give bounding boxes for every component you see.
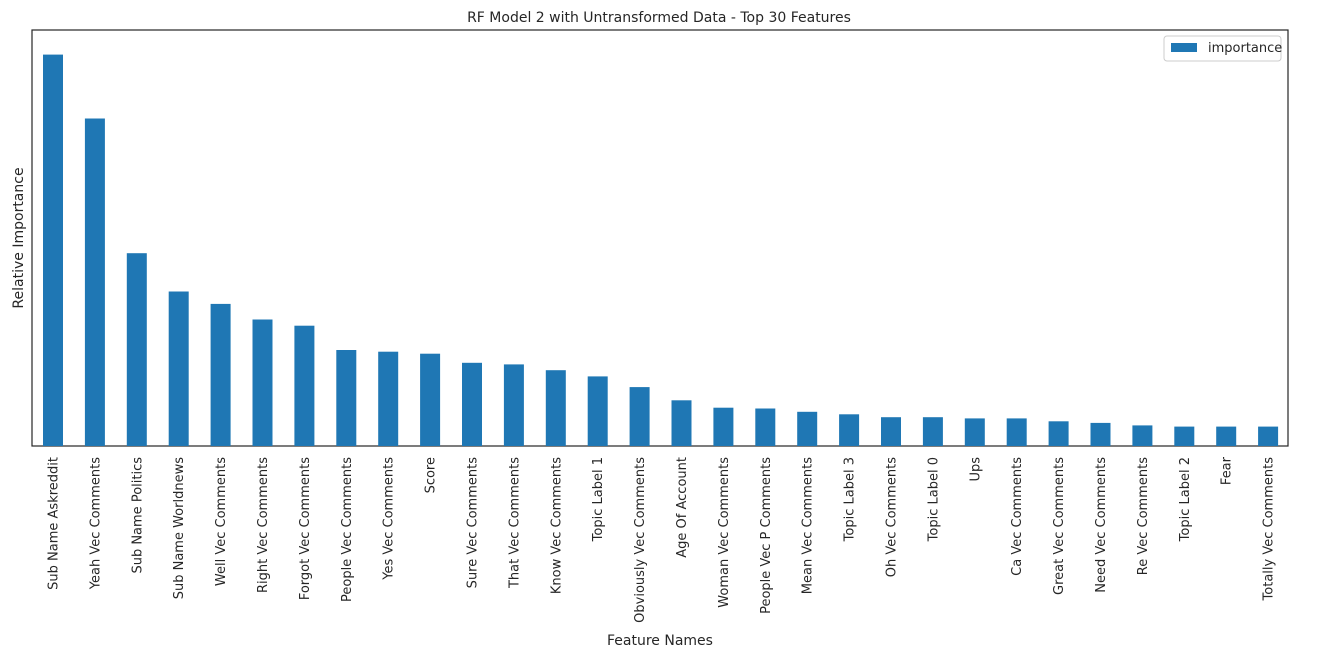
bar-14 (629, 387, 650, 446)
x-tick-label: Re Vec Comments (1136, 457, 1151, 575)
x-tick-label: Yeah Vec Comments (88, 457, 103, 590)
x-tick-label: Sure Vec Comments (466, 457, 481, 589)
bar-3 (168, 291, 189, 446)
legend-label: importance (1208, 41, 1282, 56)
bar-6 (294, 325, 315, 446)
x-tick-label: Totally Vec Comments (1262, 457, 1277, 602)
x-tick-label: Sub Name Askreddit (47, 457, 62, 590)
bar-11 (503, 364, 524, 446)
bar-4 (210, 303, 231, 446)
bar-8 (378, 351, 399, 446)
bar-7 (336, 350, 357, 446)
legend-swatch (1171, 43, 1197, 52)
x-tick-label: Forgot Vec Comments (298, 457, 313, 600)
bar-28 (1216, 426, 1237, 446)
bar-24 (1048, 421, 1069, 446)
x-tick-labels: Sub Name Askreddit Yeah Vec Comments Sub N… (47, 456, 1277, 622)
x-tick-label: Oh Vec Comments (885, 457, 900, 577)
bar-25 (1090, 422, 1111, 446)
x-tick-label: Topic Label 3 (843, 457, 858, 542)
x-tick-label: That Vec Comments (507, 457, 522, 589)
x-tick-label: Topic Label 0 (926, 457, 941, 542)
legend: importance (1163, 35, 1282, 62)
x-tick-label: Well Vec Comments (214, 457, 229, 586)
bar-12 (545, 370, 566, 446)
bar-2 (126, 253, 147, 446)
x-tick-label: Mean Vec Comments (801, 457, 816, 594)
bar-16 (713, 407, 734, 446)
x-tick-label: Great Vec Comments (1052, 457, 1067, 595)
x-tick-label: Ca Vec Comments (1010, 457, 1025, 576)
bar-15 (671, 400, 692, 446)
x-tick-label: Topic Label 2 (1178, 457, 1193, 542)
legend-box (1163, 35, 1282, 62)
bar-21 (922, 417, 943, 446)
bar-17 (755, 408, 776, 446)
bar-19 (839, 414, 860, 446)
bar-9 (420, 353, 441, 446)
bar-10 (462, 362, 482, 446)
x-tick-label: Woman Vec Comments (717, 457, 732, 608)
x-tick-label: Obviously Vec Comments (633, 457, 648, 623)
x-tick-label: Age Of Account (675, 457, 690, 558)
x-tick-label: Topic Label 1 (591, 457, 606, 542)
bar-23 (1006, 418, 1027, 446)
bar-18 (797, 411, 818, 446)
x-tick-label: Score (424, 457, 439, 493)
x-tick-label: Yes Vec Comments (382, 457, 397, 581)
x-tick-label: Sub Name Politics (130, 457, 145, 574)
bars (43, 54, 1279, 446)
bar-26 (1132, 425, 1153, 446)
bar-13 (587, 376, 608, 446)
x-tick-label: Need Vec Comments (1094, 457, 1109, 593)
x-tick-label: People Vec P Comments (759, 457, 774, 614)
x-tick-label: Right Vec Comments (256, 457, 271, 593)
bar-1 (84, 118, 105, 446)
x-tick-label: People Vec Comments (340, 457, 355, 602)
bar-5 (252, 319, 273, 446)
x-tick-label: Fear (1220, 456, 1235, 485)
bar-29 (1258, 426, 1279, 446)
plot-frame (31, 29, 1289, 447)
x-tick-label: Sub Name Worldnews (172, 457, 187, 599)
x-tick-label: Know Vec Comments (549, 457, 564, 594)
x-axis-label: Feature Names (607, 633, 713, 649)
y-axis-label: Relative Importance (11, 167, 27, 308)
chart-title: RF Model 2 with Untransformed Data - Top… (467, 10, 851, 26)
x-tick-label: Ups (968, 457, 983, 482)
bar-0 (43, 54, 63, 446)
bar-22 (964, 418, 985, 446)
bar-27 (1174, 426, 1195, 446)
bar-20 (881, 417, 901, 446)
